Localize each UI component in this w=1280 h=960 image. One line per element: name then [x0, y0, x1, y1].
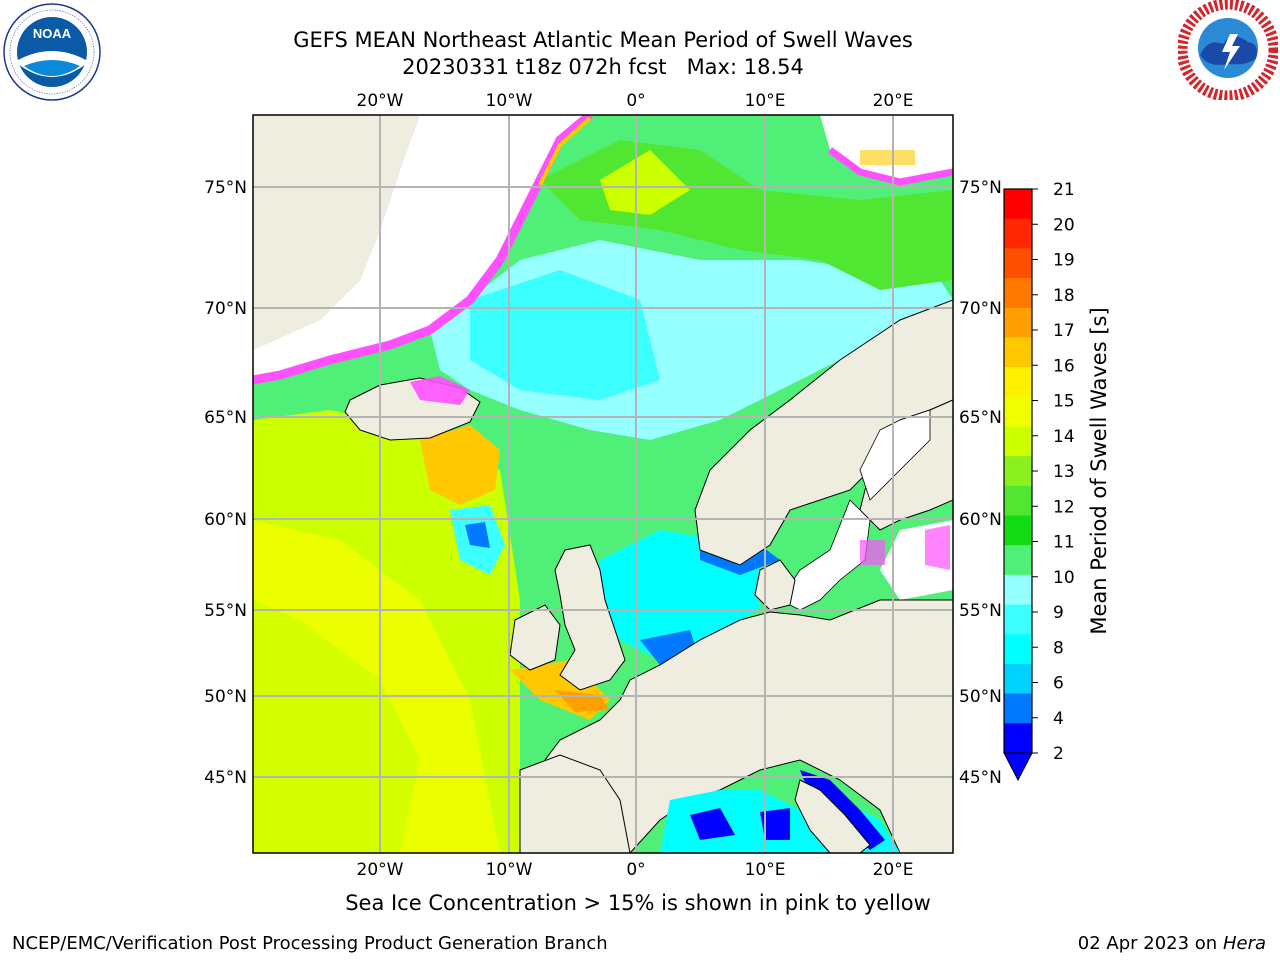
lon-label-bottom-10w: 10°W — [486, 860, 533, 880]
lon-label-top-20e: 20°E — [873, 91, 914, 111]
noaa-wordmark: NOAA — [33, 26, 72, 41]
lat-label-left-65n: 65°N — [204, 408, 247, 428]
lat-label-right-65n: 65°N — [959, 408, 1002, 428]
lon-label-bottom-0: 0° — [626, 860, 645, 880]
ice-note: Sea Ice Concentration > 15% is shown in … — [345, 891, 931, 915]
lat-label-right-50n: 50°N — [959, 687, 1002, 707]
lon-label-bottom-10e: 10°E — [745, 860, 786, 880]
host-name: Hera — [1222, 933, 1266, 954]
nws-logo — [1176, 0, 1280, 102]
iceland-long-swell — [420, 425, 500, 505]
date-line: 02 Apr 2023 on Hera — [1078, 933, 1266, 954]
lat-label-left-60n: 60°N — [204, 510, 247, 530]
lat-label-right-70n: 70°N — [959, 299, 1002, 319]
lat-label-right-45n: 45°N — [959, 768, 1002, 788]
date-text: 02 Apr 2023 on — [1077, 933, 1223, 954]
ice-edge-band — [253, 115, 593, 385]
continental-europe — [519, 599, 953, 853]
adriatic — [800, 770, 885, 850]
lat-label-right-60n: 60°N — [959, 510, 1002, 530]
lon-label-top-20w: 20°W — [357, 91, 404, 111]
great-britain — [554, 544, 626, 691]
lat-label-left-55n: 55°N — [204, 601, 247, 621]
iberia — [519, 754, 631, 853]
lon-label-top-10w: 10°W — [486, 91, 533, 111]
greenland-landmass — [253, 115, 420, 350]
lon-label-top-0: 0° — [626, 91, 645, 111]
chart-title: GEFS MEAN Northeast Atlantic Mean Period… — [293, 28, 913, 52]
lat-label-right-75n: 75°N — [959, 178, 1002, 198]
lat-label-left-45n: 45°N — [204, 768, 247, 788]
lon-label-bottom-20w: 20°W — [357, 860, 404, 880]
noaa-logo: NOAA — [2, 2, 102, 102]
lat-label-left-75n: 75°N — [204, 178, 247, 198]
lat-label-left-50n: 50°N — [204, 687, 247, 707]
sea-ice-interior — [253, 115, 590, 380]
chart-subtitle: 20230331 t18z 072h fcst Max: 18.54 — [402, 55, 804, 79]
lon-label-bottom-20e: 20°E — [873, 860, 914, 880]
lon-label-top-10e: 10°E — [745, 91, 786, 111]
lat-label-left-70n: 70°N — [204, 299, 247, 319]
italy — [794, 779, 871, 853]
map-frame — [252, 114, 954, 854]
credit-line: NCEP/EMC/Verification Post Processing Pr… — [12, 933, 608, 954]
lat-label-right-55n: 55°N — [959, 601, 1002, 621]
